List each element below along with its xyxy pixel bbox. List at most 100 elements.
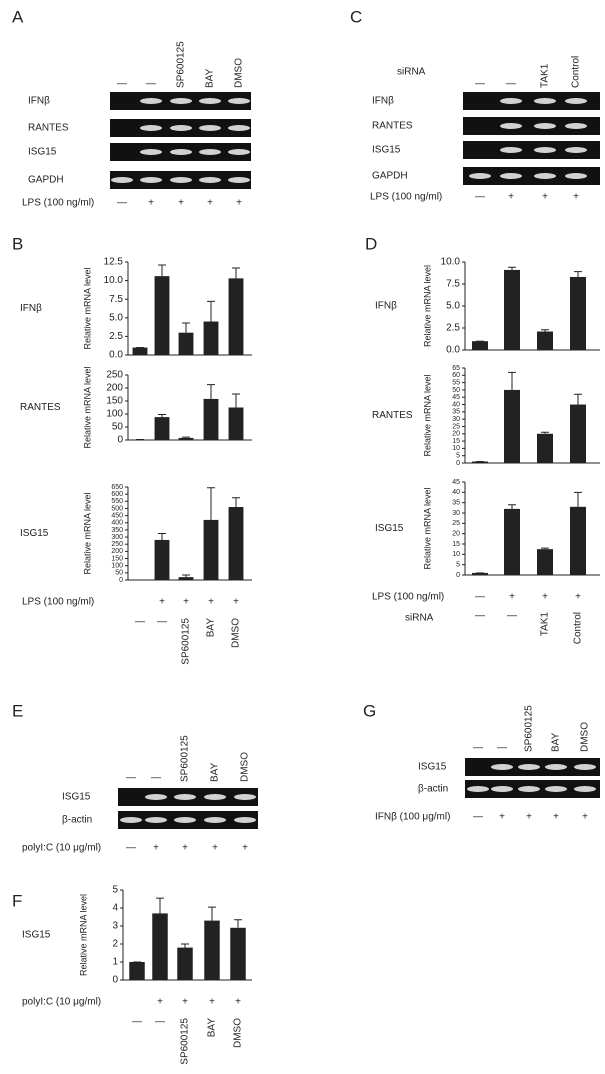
bar (154, 276, 170, 355)
y-tick-label: 5.0 (446, 301, 460, 312)
gel-band (174, 817, 196, 823)
x-tick-label: Control (573, 612, 584, 644)
gel-band (199, 125, 221, 131)
y-tick-label: 45 (452, 394, 460, 401)
y-tick-label: 0 (112, 975, 118, 986)
error-bar (156, 897, 164, 914)
y-tick-label: 0.0 (109, 350, 123, 361)
gel-strip (463, 167, 600, 185)
lane-label: SP600125 (176, 41, 187, 88)
gel-band (228, 125, 250, 131)
y-tick-label: 55 (452, 379, 460, 386)
y-tick-label: 3 (112, 921, 118, 932)
panel-label: A (12, 7, 24, 26)
y-tick-label: 15 (452, 438, 460, 445)
bar (154, 539, 170, 580)
y-axis-label: Relative mRNA level (422, 487, 432, 569)
bar (472, 572, 488, 575)
treatment-sign: + (582, 812, 588, 823)
gel-strip (463, 92, 600, 110)
bar (537, 331, 553, 350)
panel-label: B (12, 234, 23, 253)
gel-row-label: RANTES (28, 123, 69, 134)
y-tick-label: 10 (452, 445, 460, 452)
error-bar (508, 266, 516, 270)
gel-row-label: GAPDH (28, 175, 64, 186)
y-tick-label: 450 (111, 512, 123, 519)
gel-row-label: β-actin (62, 815, 92, 826)
error-bar (508, 371, 516, 390)
y-tick-label: 150 (106, 396, 123, 407)
gel-band (204, 794, 226, 800)
y-tick-label: 25 (452, 520, 460, 527)
error-bar (541, 329, 549, 332)
treatment-sign: + (508, 192, 514, 203)
y-tick-label: 250 (106, 370, 123, 381)
y-tick-label: 5 (456, 453, 460, 460)
treatment-sign: + (209, 997, 215, 1008)
y-tick-label: 4 (112, 903, 118, 914)
error-bar (158, 264, 166, 277)
gel-band (469, 173, 491, 179)
treatment-sign: + (182, 843, 188, 854)
gel-band (534, 98, 556, 104)
y-tick-label: 2.5 (446, 323, 460, 334)
bar (152, 913, 168, 980)
x-tick-label: BAY (206, 618, 217, 638)
row-label: ISG15 (20, 528, 49, 539)
y-tick-label: 0 (456, 572, 460, 579)
gel-band (234, 817, 256, 823)
gel-band (545, 786, 567, 792)
treatment-sign: — (126, 843, 136, 854)
error-bar (182, 574, 190, 578)
treatment-sign: + (159, 597, 165, 608)
y-tick-label: 7.5 (446, 279, 460, 290)
y-tick-label: 45 (452, 479, 460, 486)
gel-row-label: IFNβ (372, 96, 394, 107)
treatment-sign: + (509, 592, 515, 603)
error-bar (574, 393, 582, 405)
row-label: IFNβ (20, 303, 42, 314)
gel-band (170, 177, 192, 183)
bar (472, 461, 488, 463)
bar (570, 404, 586, 463)
x-tick-label: — (507, 611, 517, 622)
y-tick-label: 0 (456, 460, 460, 467)
y-tick-label: 10.0 (441, 257, 461, 268)
gel-band (565, 147, 587, 153)
gel-band (145, 794, 167, 800)
category-title: siRNA (405, 613, 434, 624)
treatment-sign: — (475, 592, 485, 603)
lane-label: — (117, 79, 127, 90)
error-bar (158, 414, 166, 418)
treatment-label: LPS (100 ng/ml) (22, 198, 94, 209)
treatment-sign: + (182, 997, 188, 1008)
lane-label: TAK1 (540, 63, 551, 88)
gel-row-label: IFNβ (28, 96, 50, 107)
error-bar (182, 436, 190, 438)
y-tick-label: 650 (111, 484, 123, 491)
bar (570, 506, 586, 575)
row-label: ISG15 (22, 930, 51, 941)
treatment-label: IFNβ (100 μg/ml) (375, 812, 450, 823)
gel-row-label: ISG15 (372, 145, 401, 156)
x-tick-label: — (157, 617, 167, 628)
y-tick-label: 0 (117, 435, 123, 446)
gel-band (199, 177, 221, 183)
gel-row-label: RANTES (372, 121, 413, 132)
bar (177, 947, 193, 980)
gel-band (574, 786, 596, 792)
treatment-sign: + (235, 997, 241, 1008)
treatment-sign: + (148, 198, 154, 209)
gel-strip (463, 117, 600, 135)
treatment-sign: — (473, 812, 483, 823)
row-label: ISG15 (375, 523, 404, 534)
y-tick-label: 550 (111, 498, 123, 505)
gel-band (199, 149, 221, 155)
error-bar (158, 533, 166, 540)
y-tick-label: 600 (111, 491, 123, 498)
row-label: RANTES (372, 410, 413, 421)
lane-label: — (146, 79, 156, 90)
gel-band (467, 786, 489, 792)
error-bar (234, 919, 242, 928)
